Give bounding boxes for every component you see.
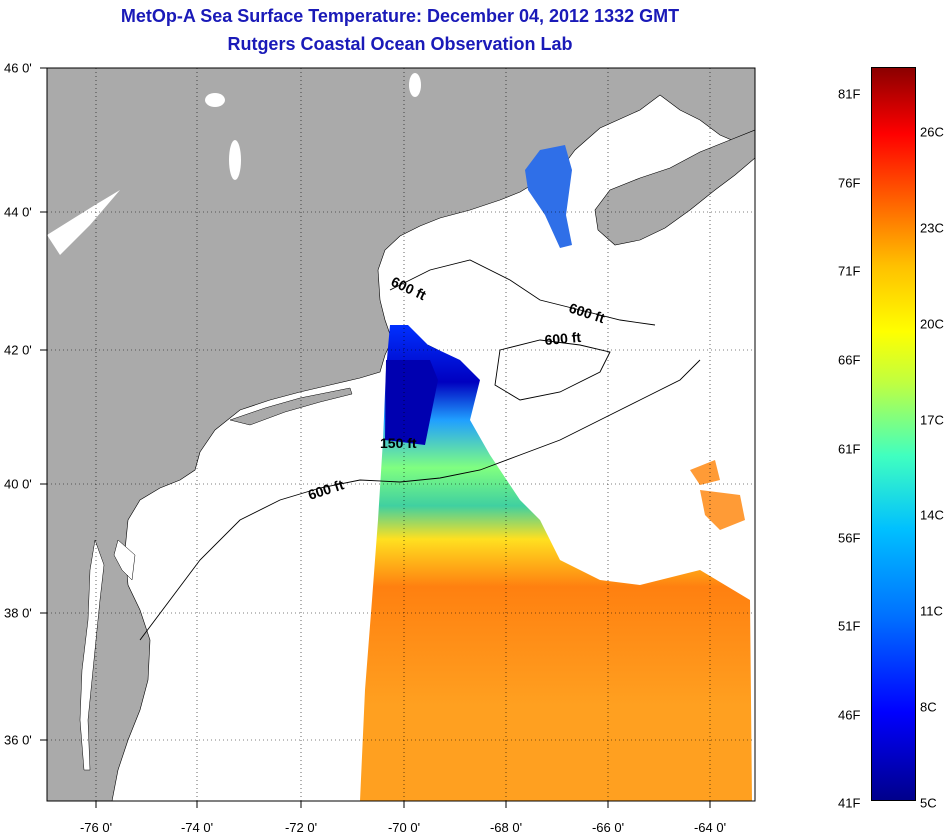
contour-600ft-shelf bbox=[139, 359, 701, 641]
colorbar-label-c: 17C bbox=[920, 412, 944, 428]
axis-ticks bbox=[40, 67, 711, 808]
colorbar-label-c: 23C bbox=[920, 220, 944, 236]
delaware-bay bbox=[113, 539, 136, 581]
lake bbox=[409, 73, 421, 97]
colorbar-label-f: 66F bbox=[838, 352, 861, 368]
sst-cold-core bbox=[385, 360, 438, 445]
temperature-colorbar bbox=[871, 67, 916, 801]
y-tick-label: 38 0' bbox=[4, 605, 32, 621]
land-nova-scotia bbox=[594, 129, 755, 246]
colorbar-label-c: 8C bbox=[920, 699, 937, 715]
x-tick-label: -64 0' bbox=[693, 820, 727, 835]
x-tick-label: -68 0' bbox=[489, 820, 523, 835]
lake-ontario bbox=[47, 190, 120, 255]
y-tick-label: 40 0' bbox=[4, 476, 32, 492]
sst-swath bbox=[360, 325, 752, 801]
contour-label-600ft: 600 ft bbox=[544, 329, 582, 348]
x-tick-label: -74 0' bbox=[180, 820, 214, 835]
contour-600ft-gom bbox=[389, 259, 656, 326]
y-tick-label: 46 0' bbox=[4, 60, 32, 76]
colorbar-label-f: 76F bbox=[838, 175, 861, 191]
x-tick-label: -76 0' bbox=[79, 820, 113, 835]
colorbar-label-f: 46F bbox=[838, 707, 861, 723]
lake bbox=[205, 93, 225, 107]
y-tick-label: 42 0' bbox=[4, 342, 32, 358]
map-subtitle: Rutgers Coastal Ocean Observation Lab bbox=[227, 34, 573, 54]
colorbar-label-f: 56F bbox=[838, 530, 861, 546]
chesapeake-bay bbox=[79, 539, 105, 771]
colorbar-label-f: 61F bbox=[838, 441, 861, 457]
x-tick-label: -70 0' bbox=[387, 820, 421, 835]
y-tick-label: 44 0' bbox=[4, 204, 32, 220]
colorbar-label-f: 51F bbox=[838, 618, 861, 634]
land-long-island bbox=[229, 387, 353, 426]
lake bbox=[229, 140, 241, 180]
sst-swath-north bbox=[525, 145, 572, 248]
sst-patches bbox=[690, 460, 745, 530]
contour-label-150ft: 150 ft bbox=[380, 435, 417, 451]
y-tick-label: 36 0' bbox=[4, 732, 32, 748]
colorbar-label-c: 26C bbox=[920, 124, 944, 140]
contour-600ft-georges bbox=[494, 339, 611, 401]
colorbar-label-c: 20C bbox=[920, 316, 944, 332]
colorbar-label-f: 81F bbox=[838, 86, 861, 102]
map-frame bbox=[46, 67, 756, 802]
x-tick-label: -72 0' bbox=[284, 820, 318, 835]
colorbar-label-c: 5C bbox=[920, 795, 937, 811]
land-mainland bbox=[47, 68, 755, 801]
colorbar-label-f: 41F bbox=[838, 795, 861, 811]
colorbar-label-c: 14C bbox=[920, 507, 944, 523]
colorbar-label-c: 11C bbox=[920, 603, 943, 619]
colorbar-label-f: 71F bbox=[838, 263, 861, 279]
map-title: MetOp-A Sea Surface Temperature: Decembe… bbox=[120, 6, 680, 26]
x-tick-label: -66 0' bbox=[591, 820, 625, 835]
